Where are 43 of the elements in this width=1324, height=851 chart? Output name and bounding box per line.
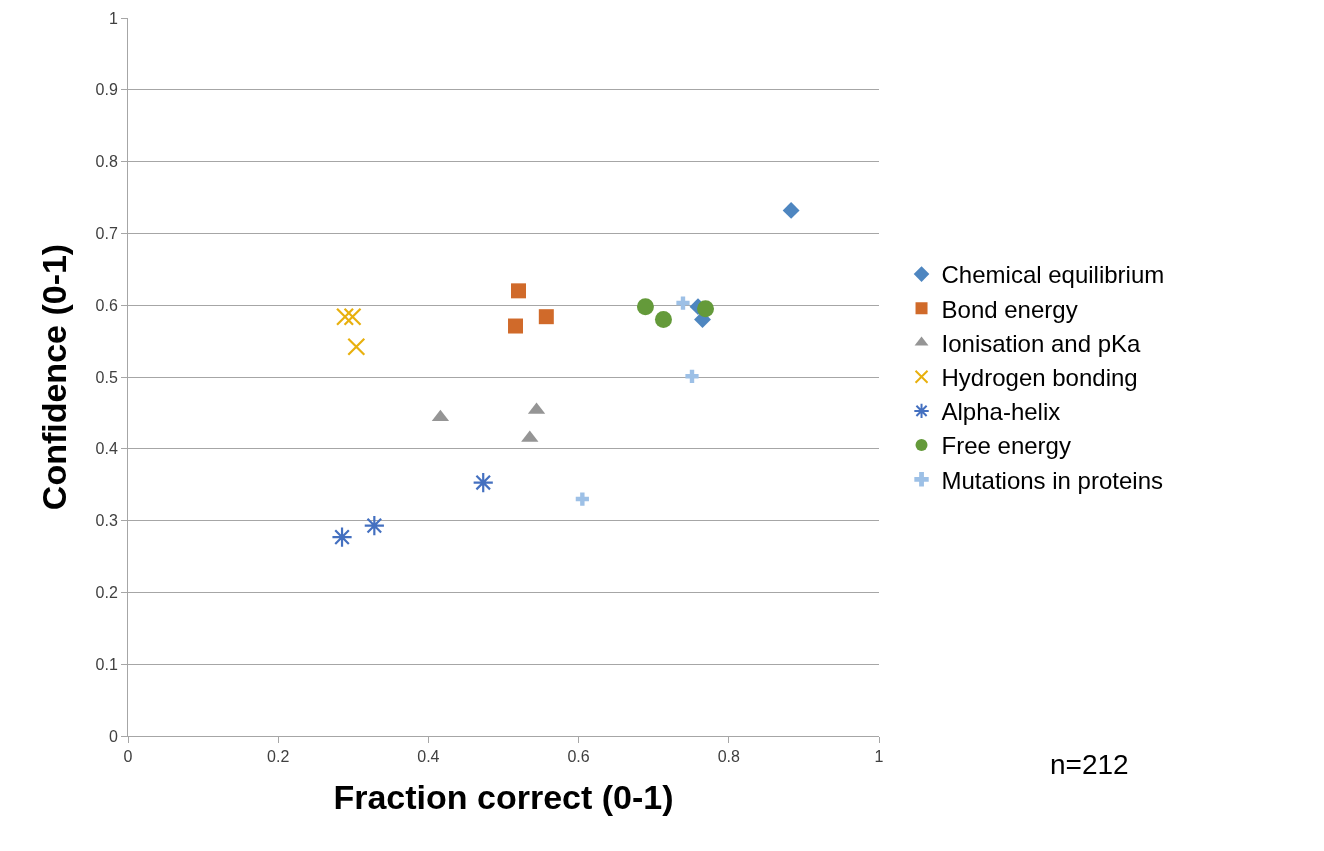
text: n=212 xyxy=(1050,749,1129,780)
y-tick-label: 0.1 xyxy=(95,655,118,673)
point xyxy=(472,471,494,494)
y-tick-label: 0.3 xyxy=(95,512,118,530)
legend-label: Chemical equilibrium xyxy=(941,261,1165,289)
point xyxy=(343,307,362,326)
point xyxy=(538,309,554,325)
point xyxy=(782,201,800,219)
point xyxy=(335,307,355,326)
x-tick-label: 0.4 xyxy=(417,748,440,766)
x-tick-label: 0 xyxy=(123,748,133,766)
point xyxy=(697,300,715,318)
legend-label: Ionisation and pKa xyxy=(941,329,1141,357)
point xyxy=(575,492,589,506)
y-tick-label: 0.2 xyxy=(95,584,118,601)
point xyxy=(685,369,699,383)
legend-label: Bond energy xyxy=(941,295,1078,323)
x-tick-label: 0.8 xyxy=(717,748,741,766)
x-tick-label: 0.6 xyxy=(567,748,590,766)
y-tick-label: 0.6 xyxy=(95,296,118,314)
legend-label: Mutations in proteins xyxy=(941,466,1163,494)
legend-label: Alpha-helix xyxy=(941,398,1061,426)
legend-label: Free energy xyxy=(941,432,1071,460)
y-tick-label: 0.4 xyxy=(95,440,118,458)
y-tick-label: 0.5 xyxy=(95,368,118,386)
x-tick-label: 1 xyxy=(874,748,884,766)
x-axis-title: Fraction correct (0-1) xyxy=(333,777,674,816)
legend-label: Hydrogen bonding xyxy=(941,364,1138,392)
point xyxy=(636,298,654,316)
point xyxy=(676,296,690,310)
y-tick-label: 0 xyxy=(108,727,118,745)
y-axis-title: Confidence (0-1) xyxy=(35,243,74,511)
point xyxy=(654,311,672,329)
y-tick-label: 0.7 xyxy=(95,225,118,242)
x-tick-label: 0.2 xyxy=(267,748,290,766)
point xyxy=(511,283,527,299)
y-tick-label: 0.8 xyxy=(95,153,118,171)
y-tick-label: 1 xyxy=(108,9,118,27)
point xyxy=(347,337,366,356)
point xyxy=(508,318,524,334)
point xyxy=(363,514,386,537)
point xyxy=(331,526,353,548)
y-tick-label: 0.9 xyxy=(95,81,118,99)
